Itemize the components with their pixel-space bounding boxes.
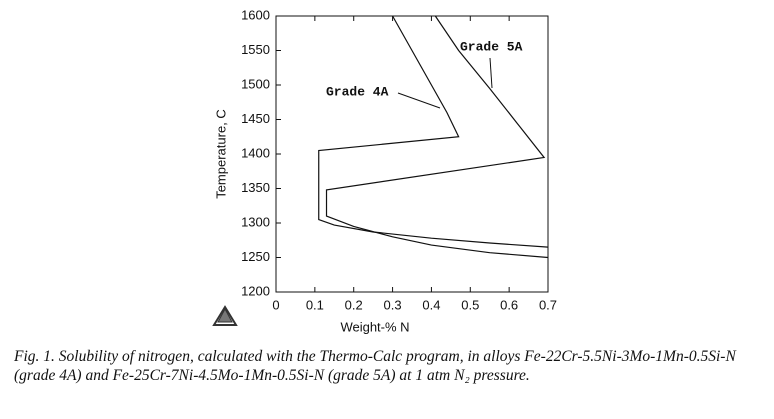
x-tick-label: 0.7 (539, 297, 557, 312)
y-tick-label: 1350 (241, 180, 270, 195)
y-tick-label: 1200 (241, 283, 270, 298)
y-tick-label: 1450 (241, 111, 270, 126)
label-arrow (489, 57, 493, 89)
label-arrow (397, 92, 441, 109)
x-axis-label: Weight-% N (340, 319, 409, 334)
y-tick-label: 1600 (241, 7, 270, 22)
x-tick-label: 0.6 (500, 297, 518, 312)
series-label: Grade 5A (460, 39, 523, 54)
y-tick-label: 1400 (241, 145, 270, 160)
y-tick-label: 1500 (241, 76, 270, 91)
y-axis-label: Temperature, C (213, 109, 228, 199)
x-tick-label: 0 (272, 297, 279, 312)
chart: Weight-% N Temperature, C 0 0.1 0.2 0.3 0.4 0… (212, 7, 557, 334)
series-label: Grade 4A (326, 84, 389, 99)
figure-caption: Fig. 1. Solubility of nitrogen, calculat… (14, 348, 736, 384)
series-line (318, 15, 549, 248)
y-tick-label: 1550 (241, 42, 270, 57)
plot-frame (275, 15, 549, 293)
x-tick-label: 0.3 (384, 297, 402, 312)
y-tick-label: 1300 (241, 214, 270, 229)
x-tick-label: 0.4 (422, 297, 440, 312)
x-tick-label: 0.2 (345, 297, 363, 312)
x-tick-label: 0.5 (461, 297, 479, 312)
series-line (325, 15, 549, 259)
logo (212, 305, 238, 326)
x-tick-label: 0.1 (306, 297, 324, 312)
y-tick-label: 1250 (241, 249, 270, 264)
